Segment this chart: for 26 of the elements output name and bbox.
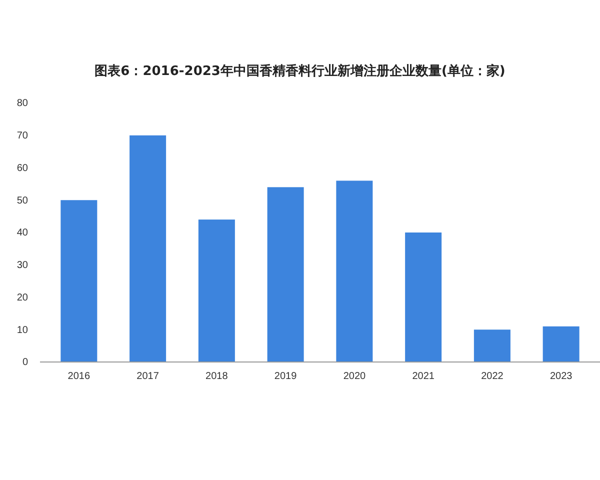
x-tick-label: 2016 bbox=[68, 371, 90, 382]
y-tick-label: 50 bbox=[16, 195, 28, 206]
x-tick-label: 2020 bbox=[343, 371, 366, 382]
bar bbox=[336, 180, 373, 362]
y-tick-label: 30 bbox=[16, 260, 28, 272]
bar bbox=[60, 200, 98, 362]
y-tick-label: 20 bbox=[16, 292, 28, 304]
x-tick-label: 2022 bbox=[481, 371, 504, 382]
bar bbox=[542, 326, 580, 362]
y-tick-label: 60 bbox=[16, 162, 28, 174]
bar bbox=[405, 232, 442, 362]
bar bbox=[198, 220, 235, 362]
x-tick-label: 2019 bbox=[274, 371, 298, 382]
x-tick-label: 2017 bbox=[136, 371, 160, 382]
bar bbox=[474, 330, 510, 362]
y-tick-label: 0 bbox=[22, 357, 28, 368]
x-tick-label: 2018 bbox=[206, 371, 228, 382]
x-tick-label: 2023 bbox=[550, 371, 573, 382]
x-tick-label: 2021 bbox=[412, 371, 435, 382]
y-tick-label: 10 bbox=[16, 324, 28, 336]
y-tick-label: 40 bbox=[16, 228, 28, 239]
bar bbox=[130, 135, 166, 362]
y-tick-label: 70 bbox=[16, 130, 28, 142]
chart-title: 图表6：2016-2023年中国香精香料行业新增注册企业数量(单位：家) bbox=[94, 63, 506, 79]
bar bbox=[267, 187, 304, 362]
y-tick-label: 80 bbox=[16, 98, 28, 110]
